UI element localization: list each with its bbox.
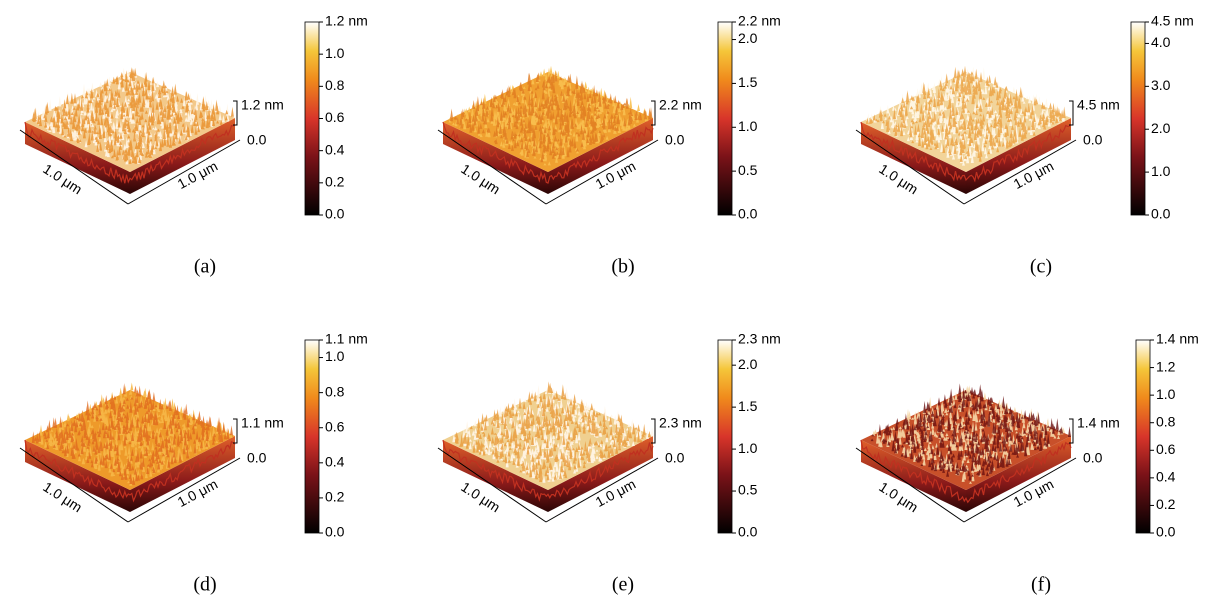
z-bar-bottom: 0.0 [665,450,685,466]
z-bar-bottom: 0.0 [247,450,267,466]
colorbar-tick-label: 0.4 [325,454,345,470]
colorbar-tick-label: 1.5 [738,398,758,414]
z-bar-top: 4.5 nm [1077,97,1120,113]
z-bar-bottom: 0.0 [247,132,267,148]
colorbar-tick-label: 2.3 nm [738,331,781,347]
colorbar-tick-label: 2.2 nm [738,13,781,29]
z-bar-top: 2.3 nm [659,415,702,431]
colorbar-tick-label: 1.0 [738,118,758,134]
colorbar-tick-label: 0.0 [325,206,345,222]
colorbar-tick-label: 1.0 [325,45,345,61]
panel-label: (f) [1031,574,1051,596]
colorbar-tick-label: 3.0 [1151,77,1171,93]
colorbar-tick-label: 0.0 [1151,206,1171,222]
colorbar-tick-label: 0.0 [325,524,345,540]
colorbar-tick-label: 1.0 [1151,163,1171,179]
panel-label: (b) [611,256,634,278]
colorbar-tick-label: 0.8 [325,383,345,399]
panel-label: (a) [194,256,216,278]
z-bar-top: 2.2 nm [659,97,702,113]
colorbar [1131,22,1145,215]
colorbar-tick-label: 2.0 [738,356,758,372]
colorbar-tick-label: 4.5 nm [1151,13,1194,29]
z-bar-bottom: 0.0 [1083,450,1103,466]
panel-label: (c) [1030,256,1052,278]
colorbar-tick-label: 0.4 [1156,469,1176,485]
colorbar-tick-label: 1.0 [1156,386,1176,402]
colorbar-tick-label: 0.6 [325,109,345,125]
z-bar-bottom: 0.0 [665,132,685,148]
panel-label: (e) [612,574,634,596]
figure: 1.0 μm1.0 μm1.2 nm0.00.00.20.40.60.81.01… [0,0,1211,601]
colorbar-tick-label: 0.0 [738,524,758,540]
colorbar-tick-label: 0.5 [738,482,758,498]
colorbar-tick-label: 0.6 [325,418,345,434]
colorbar-tick-label: 2.0 [1151,120,1171,136]
colorbar [1136,340,1150,533]
colorbar-tick-label: 2.0 [738,30,758,46]
colorbar-tick-label: 0.5 [738,162,758,178]
z-bar-top: 1.4 nm [1077,415,1120,431]
colorbar [718,340,732,533]
colorbar [718,22,732,215]
panel-label: (d) [193,574,216,596]
colorbar-tick-label: 0.2 [1156,496,1176,512]
z-bar-top: 1.2 nm [241,97,284,113]
colorbar-tick-label: 0.6 [1156,441,1176,457]
z-bar-bottom: 0.0 [1083,132,1103,148]
colorbar-tick-label: 1.4 nm [1156,331,1199,347]
colorbar-tick-label: 1.5 [738,74,758,90]
colorbar [305,22,319,215]
colorbar-tick-label: 0.8 [325,77,345,93]
colorbar [305,340,319,533]
colorbar-tick-label: 0.8 [1156,413,1176,429]
colorbar-tick-label: 1.0 [325,348,345,364]
colorbar-tick-label: 0.0 [738,206,758,222]
colorbar-tick-label: 1.2 nm [325,13,368,29]
colorbar-tick-label: 0.2 [325,174,345,190]
colorbar-tick-label: 0.2 [325,489,345,505]
colorbar-tick-label: 1.0 [738,440,758,456]
colorbar-tick-label: 1.2 [1156,358,1176,374]
colorbar-tick-label: 4.0 [1151,34,1171,50]
z-bar-top: 1.1 nm [241,415,284,431]
colorbar-tick-label: 0.4 [325,141,345,157]
colorbar-tick-label: 1.1 nm [325,331,368,347]
colorbar-tick-label: 0.0 [1156,524,1176,540]
